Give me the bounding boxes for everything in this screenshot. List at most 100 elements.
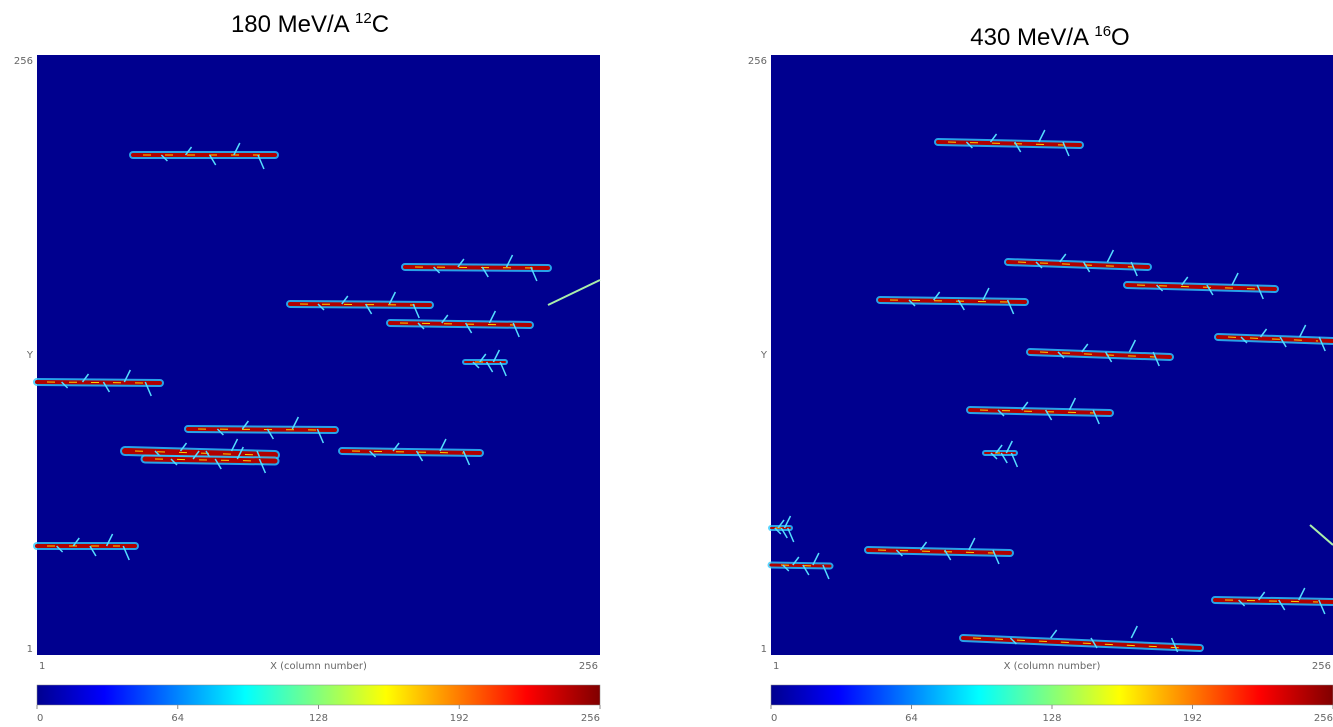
delta-ray	[236, 446, 244, 460]
colorbar-label: 256	[1314, 713, 1333, 724]
delta-ray	[1278, 599, 1286, 611]
colorbar-label: 64	[171, 713, 184, 724]
delta-ray	[968, 537, 976, 551]
delta-ray	[995, 444, 1003, 454]
delta-ray	[179, 442, 188, 452]
track-hot	[1039, 351, 1156, 358]
delta-ray	[1152, 351, 1160, 367]
delta-ray	[230, 438, 239, 452]
y-tick-label: Y	[26, 350, 34, 361]
delta-ray	[192, 450, 200, 460]
delta-ray	[61, 381, 69, 389]
track-core	[388, 321, 532, 327]
delta-ray	[488, 310, 497, 324]
y-tick-label: 256	[748, 56, 767, 67]
delta-ray	[1059, 253, 1067, 263]
delta-ray	[812, 552, 820, 566]
delta-ray	[1298, 324, 1307, 338]
delta-ray	[364, 303, 373, 315]
delta-ray	[530, 266, 538, 282]
delta-ray	[792, 556, 800, 566]
colorbar-label: 64	[905, 713, 918, 724]
track-core	[769, 563, 832, 568]
delta-ray	[492, 349, 501, 363]
delta-ray	[777, 519, 785, 529]
delta-ray	[992, 549, 1000, 565]
delta-ray	[56, 545, 64, 553]
delta-ray	[982, 287, 990, 301]
delta-ray	[1238, 599, 1246, 607]
colorbar	[770, 684, 1333, 706]
streak	[1309, 524, 1333, 546]
track-core	[866, 548, 1012, 555]
delta-ray	[1010, 452, 1019, 468]
delta-ray	[1240, 336, 1248, 344]
delta-ray	[1062, 141, 1070, 157]
colorbar	[36, 684, 601, 706]
delta-ray	[1009, 637, 1017, 645]
delta-ray	[417, 322, 425, 330]
delta-ray	[1156, 284, 1164, 292]
delta-ray	[1318, 599, 1326, 615]
delta-ray	[990, 452, 998, 460]
track-core	[142, 456, 278, 464]
delta-ray	[1035, 261, 1043, 269]
delta-ray	[1258, 591, 1266, 601]
panel-title: 430 MeV/A 16O	[970, 23, 1129, 51]
delta-ray	[209, 154, 217, 166]
x-tick-label: 1	[39, 661, 45, 672]
delta-ray	[369, 450, 377, 458]
title-prefix: 430 MeV/A	[970, 24, 1094, 51]
delta-ray	[216, 428, 224, 436]
delta-ray	[170, 458, 178, 466]
delta-ray	[81, 373, 90, 383]
detector-image	[37, 55, 600, 655]
delta-ray	[457, 258, 465, 268]
delta-ray	[485, 361, 494, 373]
delta-ray	[258, 458, 267, 474]
track-hot	[46, 381, 146, 384]
delta-ray	[122, 545, 130, 561]
track-core	[288, 302, 432, 307]
delta-ray	[499, 361, 507, 377]
delta-ray	[822, 564, 830, 580]
streak	[547, 279, 601, 306]
track-core	[403, 265, 550, 270]
delta-ray	[481, 266, 489, 278]
colorbar-label: 0	[771, 713, 777, 724]
delta-ray	[433, 266, 441, 274]
delta-ray	[1014, 141, 1022, 153]
delta-ray	[997, 409, 1005, 417]
delta-ray	[1006, 299, 1015, 315]
delta-ray	[1256, 284, 1264, 300]
delta-ray	[160, 154, 168, 162]
delta-ray	[895, 549, 903, 557]
delta-ray	[802, 564, 810, 576]
delta-ray	[1130, 625, 1138, 639]
delta-ray	[1021, 401, 1029, 411]
delta-ray	[412, 303, 420, 319]
track-hot	[399, 322, 516, 326]
delta-ray	[780, 527, 788, 539]
delta-ray	[214, 458, 222, 470]
title-element: O	[1111, 24, 1130, 51]
y-tick-label: 1	[761, 644, 767, 655]
delta-ray	[989, 133, 998, 143]
delta-ray	[1082, 261, 1091, 273]
delta-ray	[1181, 276, 1189, 286]
delta-ray	[233, 142, 241, 156]
colorbar-label: 0	[37, 713, 43, 724]
delta-ray	[908, 299, 916, 307]
track-hot	[351, 450, 466, 454]
delta-ray	[933, 291, 941, 301]
x-tick-label: 256	[1312, 661, 1331, 672]
delta-ray	[782, 564, 790, 572]
delta-ray	[1298, 587, 1306, 601]
track-hot	[1224, 599, 1319, 603]
delta-ray	[1068, 397, 1077, 411]
delta-ray	[1050, 629, 1058, 639]
track-core	[340, 449, 482, 455]
x-tick-label: X (column number)	[1004, 661, 1101, 672]
delta-ray	[123, 369, 132, 383]
